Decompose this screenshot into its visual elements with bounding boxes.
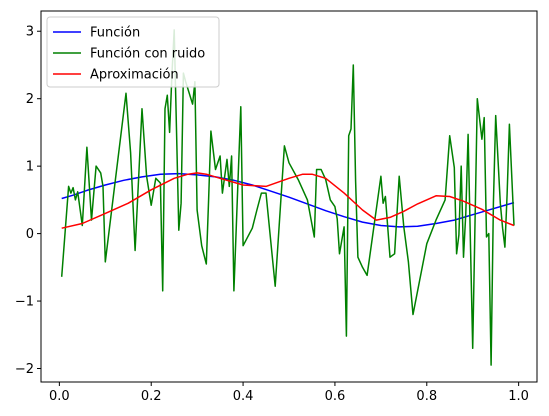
y-tick-label: −2 <box>15 362 34 377</box>
legend-label-funcion-con-ruido: Función con ruido <box>90 47 205 62</box>
y-tick-label: 3 <box>26 25 34 40</box>
legend-label-funcion: Función <box>90 26 140 41</box>
x-axis: 0.0 0.2 0.4 0.6 0.8 1.0 <box>49 382 529 404</box>
series-line-funcion <box>61 172 515 228</box>
x-tick-label: 0.8 <box>416 389 437 404</box>
y-tick-label: −1 <box>15 295 34 310</box>
plot-frame <box>40 10 538 383</box>
x-tick-label: 1.0 <box>508 389 529 404</box>
x-tick-label: 0.2 <box>141 389 162 404</box>
series-line-aproximacion <box>61 172 515 229</box>
y-axis: −2 −1 0 1 2 3 <box>15 25 41 377</box>
legend-box <box>46 16 220 88</box>
legend-label-aproximacion: Aproximación <box>90 68 179 83</box>
x-tick-label: 0.0 <box>49 389 70 404</box>
plot-lines <box>60 29 515 366</box>
y-tick-label: 0 <box>26 227 34 242</box>
series-line-funcion-con-ruido <box>60 29 515 366</box>
x-tick-label: 0.6 <box>325 389 346 404</box>
y-tick-label: 2 <box>26 92 34 107</box>
y-tick-label: 1 <box>26 160 34 175</box>
x-tick-label: 0.4 <box>233 389 254 404</box>
legend: Función Función con ruido Aproximación <box>46 16 220 88</box>
